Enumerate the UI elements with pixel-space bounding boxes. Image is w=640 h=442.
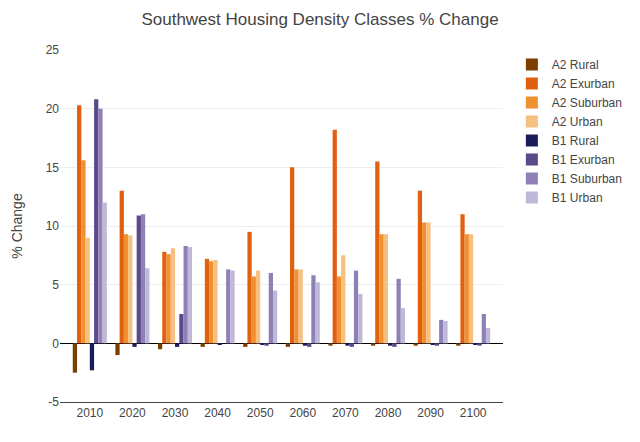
svg-text:2030: 2030	[162, 406, 189, 420]
svg-text:A2 Suburban: A2 Suburban	[552, 96, 622, 110]
svg-text:B1 Exurban: B1 Exurban	[552, 153, 615, 167]
svg-text:B1 Rural: B1 Rural	[552, 134, 599, 148]
svg-text:2080: 2080	[375, 406, 402, 420]
svg-text:% Change: % Change	[9, 193, 25, 259]
svg-text:15: 15	[46, 161, 60, 175]
svg-text:A2 Exurban: A2 Exurban	[552, 77, 615, 91]
svg-text:2020: 2020	[119, 406, 146, 420]
svg-text:2070: 2070	[332, 406, 359, 420]
svg-text:25: 25	[46, 43, 60, 57]
svg-text:0: 0	[52, 337, 59, 351]
svg-text:A2 Rural: A2 Rural	[552, 58, 599, 72]
svg-text:2050: 2050	[247, 406, 274, 420]
svg-text:2100: 2100	[460, 406, 487, 420]
svg-text:2090: 2090	[417, 406, 444, 420]
svg-text:2010: 2010	[76, 406, 103, 420]
svg-text:B1 Urban: B1 Urban	[552, 191, 603, 205]
svg-text:20: 20	[46, 102, 60, 116]
svg-text:-5: -5	[48, 395, 59, 409]
svg-text:A2 Urban: A2 Urban	[552, 115, 603, 129]
svg-text:5: 5	[52, 278, 59, 292]
svg-text:Southwest Housing Density Clas: Southwest Housing Density Classes % Chan…	[141, 10, 498, 29]
svg-text:10: 10	[46, 219, 60, 233]
svg-text:2040: 2040	[204, 406, 231, 420]
svg-text:2060: 2060	[289, 406, 316, 420]
svg-text:B1 Suburban: B1 Suburban	[552, 172, 622, 186]
